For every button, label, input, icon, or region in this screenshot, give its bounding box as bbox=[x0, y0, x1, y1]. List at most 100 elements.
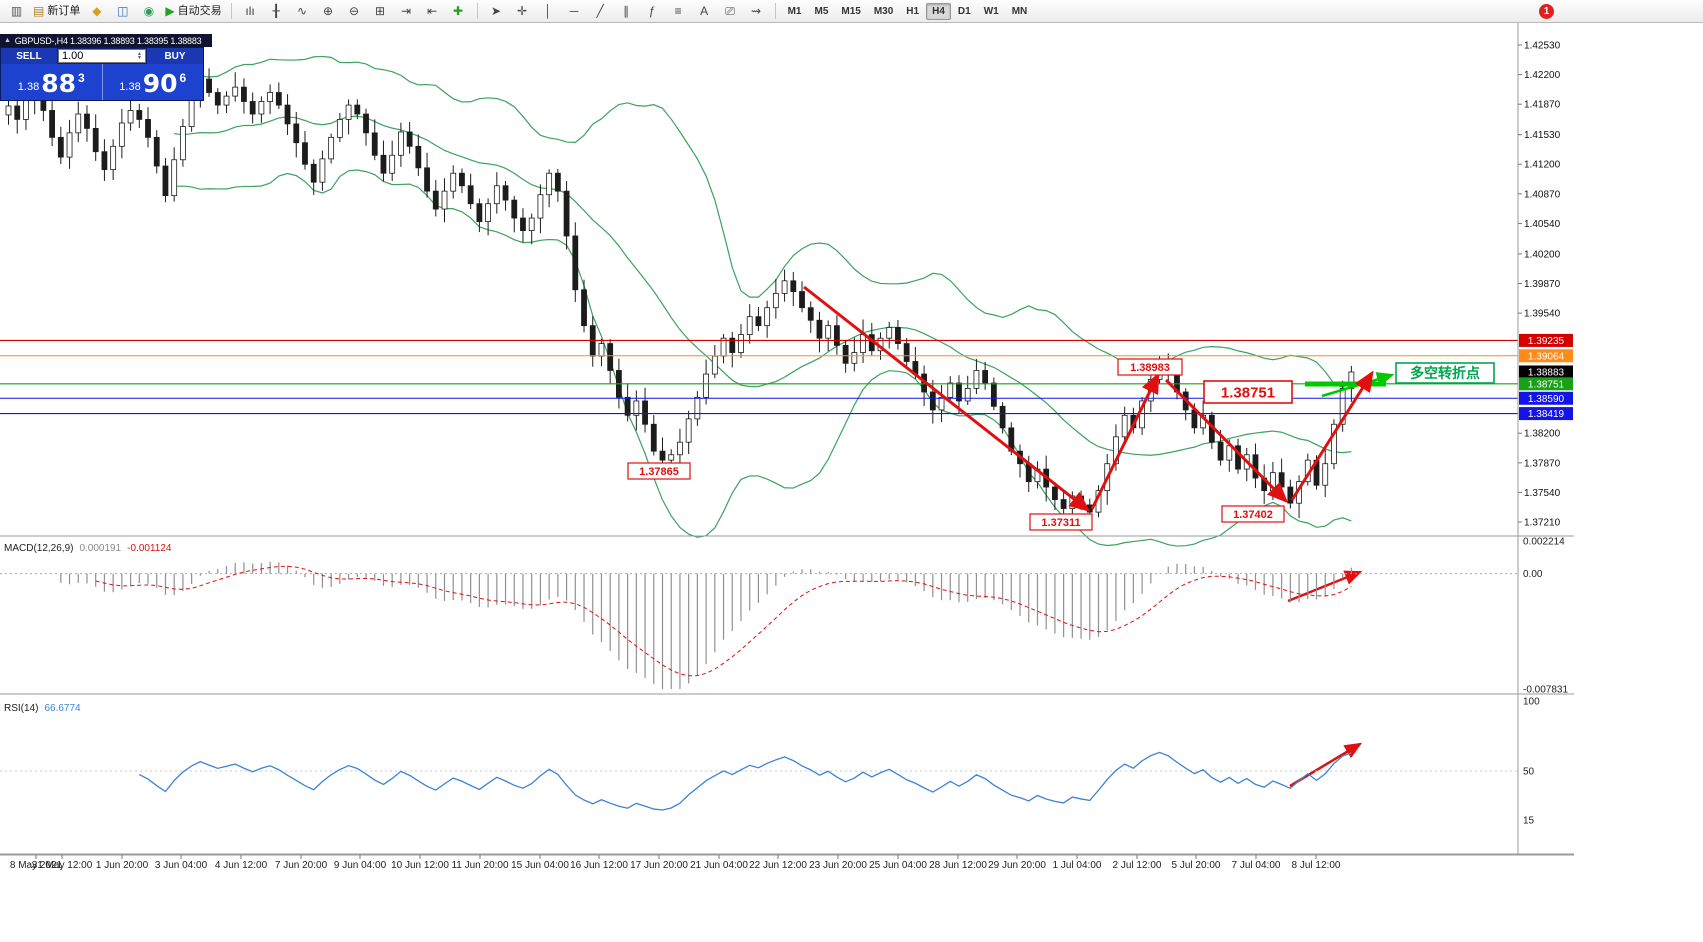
text-label-icon: A bbox=[700, 4, 709, 18]
one-click-trading-panel: SELL 1.00 ▲ ▼ BUY 1.38 88 3 1.38 90 6 bbox=[0, 47, 204, 101]
timeframe-m1-button[interactable]: M1 bbox=[787, 5, 802, 17]
chart-annotations[interactable]: 1.38983 1.38751 1.37865 1.37311 1.37402 多空转折点 bbox=[627, 358, 1495, 531]
timeframe-h1-button[interactable]: H1 bbox=[906, 5, 920, 17]
new-chart-icon[interactable]: ▥ bbox=[4, 1, 29, 21]
volume-spinner[interactable]: ▲ ▼ bbox=[137, 51, 142, 61]
svg-text:16 Jun 12:00: 16 Jun 12:00 bbox=[570, 860, 628, 871]
sell-button[interactable]: SELL bbox=[1, 48, 57, 64]
strategy-tester-icon[interactable]: ◉ bbox=[136, 1, 161, 21]
trend-arrow-up-2[interactable] bbox=[1290, 370, 1374, 501]
candlestick-chart-icon[interactable]: ╂ bbox=[264, 1, 289, 21]
svg-text:50: 50 bbox=[1523, 767, 1535, 778]
timeframe-m5-button[interactable]: M5 bbox=[814, 5, 829, 17]
bar-chart-icon[interactable]: ılı bbox=[238, 1, 263, 21]
annotation-box[interactable] bbox=[1029, 513, 1093, 531]
indicators-icon: ✚ bbox=[453, 4, 464, 18]
market-watch-icon: ◫ bbox=[117, 4, 129, 18]
zoom-out-icon[interactable]: ⊖ bbox=[342, 1, 367, 21]
timeframe-m30-button[interactable]: M30 bbox=[873, 5, 894, 17]
spinner-up-icon[interactable]: ▲ bbox=[137, 51, 142, 57]
vertical-line-icon: │ bbox=[544, 4, 552, 18]
timeframe-m15-button[interactable]: M15 bbox=[841, 5, 861, 17]
zoom-out-icon: ⊖ bbox=[349, 4, 360, 18]
timeframe-mn-button[interactable]: MN bbox=[1011, 5, 1028, 17]
text-label-icon[interactable]: A bbox=[692, 1, 717, 21]
sell-price-big: 88 bbox=[41, 69, 77, 98]
svg-text:22 Jun 12:00: 22 Jun 12:00 bbox=[749, 860, 807, 871]
chart-window: MACD(12,26,9) 0.000191 -0.001124 0.002214 0.… bbox=[0, 23, 1703, 942]
fibonacci-icon[interactable]: ƒ bbox=[640, 1, 665, 21]
svg-text:1.42530: 1.42530 bbox=[1524, 41, 1561, 52]
crosshair-icon[interactable]: ✛ bbox=[510, 1, 535, 21]
new-order-button[interactable]: ▤ 新订单 bbox=[30, 1, 83, 21]
panel-frame bbox=[0, 23, 1574, 855]
macd-signal-line bbox=[95, 565, 1352, 677]
svg-text:3 Jun 04:00: 3 Jun 04:00 bbox=[155, 860, 208, 871]
annotation-box[interactable] bbox=[1221, 505, 1285, 523]
chart-title: GBPUSD-,H4 1.38396 1.38893 1.38395 1.388… bbox=[14, 35, 202, 46]
buy-button[interactable]: BUY bbox=[147, 48, 203, 64]
chart-shift-icon[interactable]: ⇤ bbox=[420, 1, 445, 21]
svg-text:1.41870: 1.41870 bbox=[1524, 100, 1561, 111]
auto-scroll-icon: ⇥ bbox=[401, 4, 412, 18]
notification-badge[interactable]: 1 bbox=[1539, 3, 1554, 19]
trend-arrow-down-2[interactable] bbox=[1164, 378, 1289, 504]
new-order-button-label: 新订单 bbox=[47, 4, 81, 17]
svg-text:11 Jun 20:00: 11 Jun 20:00 bbox=[451, 860, 509, 871]
tile-windows-icon[interactable]: ⊞ bbox=[368, 1, 393, 21]
annotation-box[interactable] bbox=[1395, 362, 1495, 384]
svg-text:1.40540: 1.40540 bbox=[1524, 219, 1561, 230]
svg-text:8 Jul 12:00: 8 Jul 12:00 bbox=[1292, 860, 1341, 871]
svg-text:1.38751: 1.38751 bbox=[1528, 379, 1565, 390]
line-chart-icon[interactable]: ∿ bbox=[290, 1, 315, 21]
timeframe-h4-button[interactable]: H4 bbox=[926, 2, 951, 20]
bar-chart-icon: ılı bbox=[245, 4, 255, 18]
shapes-icon[interactable]: ≡ bbox=[666, 1, 691, 21]
sell-price-sup: 3 bbox=[78, 71, 85, 85]
toolbar-separator bbox=[230, 3, 232, 19]
collapse-icon[interactable]: ▲ bbox=[4, 37, 11, 44]
price-badge-1.39064 bbox=[1519, 349, 1573, 363]
autotrading-button[interactable]: ▶ 自动交易 bbox=[162, 1, 224, 21]
annotation-box[interactable] bbox=[1203, 380, 1293, 404]
timeframe-d1-button[interactable]: D1 bbox=[957, 5, 971, 17]
channel-icon[interactable]: ∥ bbox=[614, 1, 639, 21]
indicators-icon[interactable]: ✚ bbox=[446, 1, 471, 21]
auto-scroll-icon[interactable]: ⇥ bbox=[394, 1, 419, 21]
annotation-text: 1.38983 bbox=[1130, 362, 1170, 374]
cursor-icon[interactable]: ➤ bbox=[484, 1, 509, 21]
text-box-icon[interactable]: ⎚ bbox=[718, 1, 743, 21]
macd-panel: MACD(12,26,9) 0.000191 -0.001124 0.002214 0.… bbox=[0, 537, 1568, 696]
candles-layer bbox=[5, 66, 1355, 522]
arrows-tool-icon[interactable]: ⇝ bbox=[744, 1, 769, 21]
annotation-text: 1.38751 bbox=[1221, 384, 1275, 401]
annotation-box[interactable] bbox=[627, 462, 691, 480]
buy-price-button[interactable]: 1.38 90 6 bbox=[103, 64, 204, 100]
buy-price-big: 90 bbox=[142, 69, 178, 98]
zoom-in-icon[interactable]: ⊕ bbox=[316, 1, 341, 21]
trend-arrow-up-1[interactable] bbox=[1090, 372, 1160, 510]
horizontal-line-icon[interactable]: ─ bbox=[562, 1, 587, 21]
timeframe-w1-button[interactable]: W1 bbox=[983, 5, 999, 17]
svg-text:10 Jun 12:00: 10 Jun 12:00 bbox=[391, 860, 449, 871]
spinner-down-icon[interactable]: ▼ bbox=[137, 55, 142, 61]
svg-text:1.39235: 1.39235 bbox=[1528, 336, 1565, 347]
sell-price-button[interactable]: 1.38 88 3 bbox=[1, 64, 103, 100]
annotation-text: 1.37865 bbox=[639, 466, 679, 478]
arrows-tool-icon: ⇝ bbox=[751, 4, 762, 18]
svg-text:7 Jun 20:00: 7 Jun 20:00 bbox=[275, 860, 328, 871]
zoom-in-icon: ⊕ bbox=[323, 4, 334, 18]
macd-arrow-up[interactable] bbox=[1287, 570, 1363, 603]
trend-arrow-down-1[interactable] bbox=[803, 285, 1091, 512]
vertical-line-icon[interactable]: │ bbox=[536, 1, 561, 21]
chart-profiles-icon[interactable]: ◆ bbox=[84, 1, 109, 21]
channel-icon: ∥ bbox=[623, 4, 630, 18]
svg-text:2 Jul 12:00: 2 Jul 12:00 bbox=[1113, 860, 1162, 871]
market-watch-icon[interactable]: ◫ bbox=[110, 1, 135, 21]
volume-input[interactable]: 1.00 ▲ ▼ bbox=[58, 49, 146, 63]
trendline-icon[interactable]: ╱ bbox=[588, 1, 613, 21]
chart-caption[interactable]: ▲ GBPUSD-,H4 1.38396 1.38893 1.38395 1.3… bbox=[0, 34, 212, 47]
svg-text:29 Jun 20:00: 29 Jun 20:00 bbox=[988, 860, 1046, 871]
svg-text:1.39064: 1.39064 bbox=[1528, 351, 1565, 362]
annotation-box[interactable] bbox=[1117, 358, 1183, 376]
